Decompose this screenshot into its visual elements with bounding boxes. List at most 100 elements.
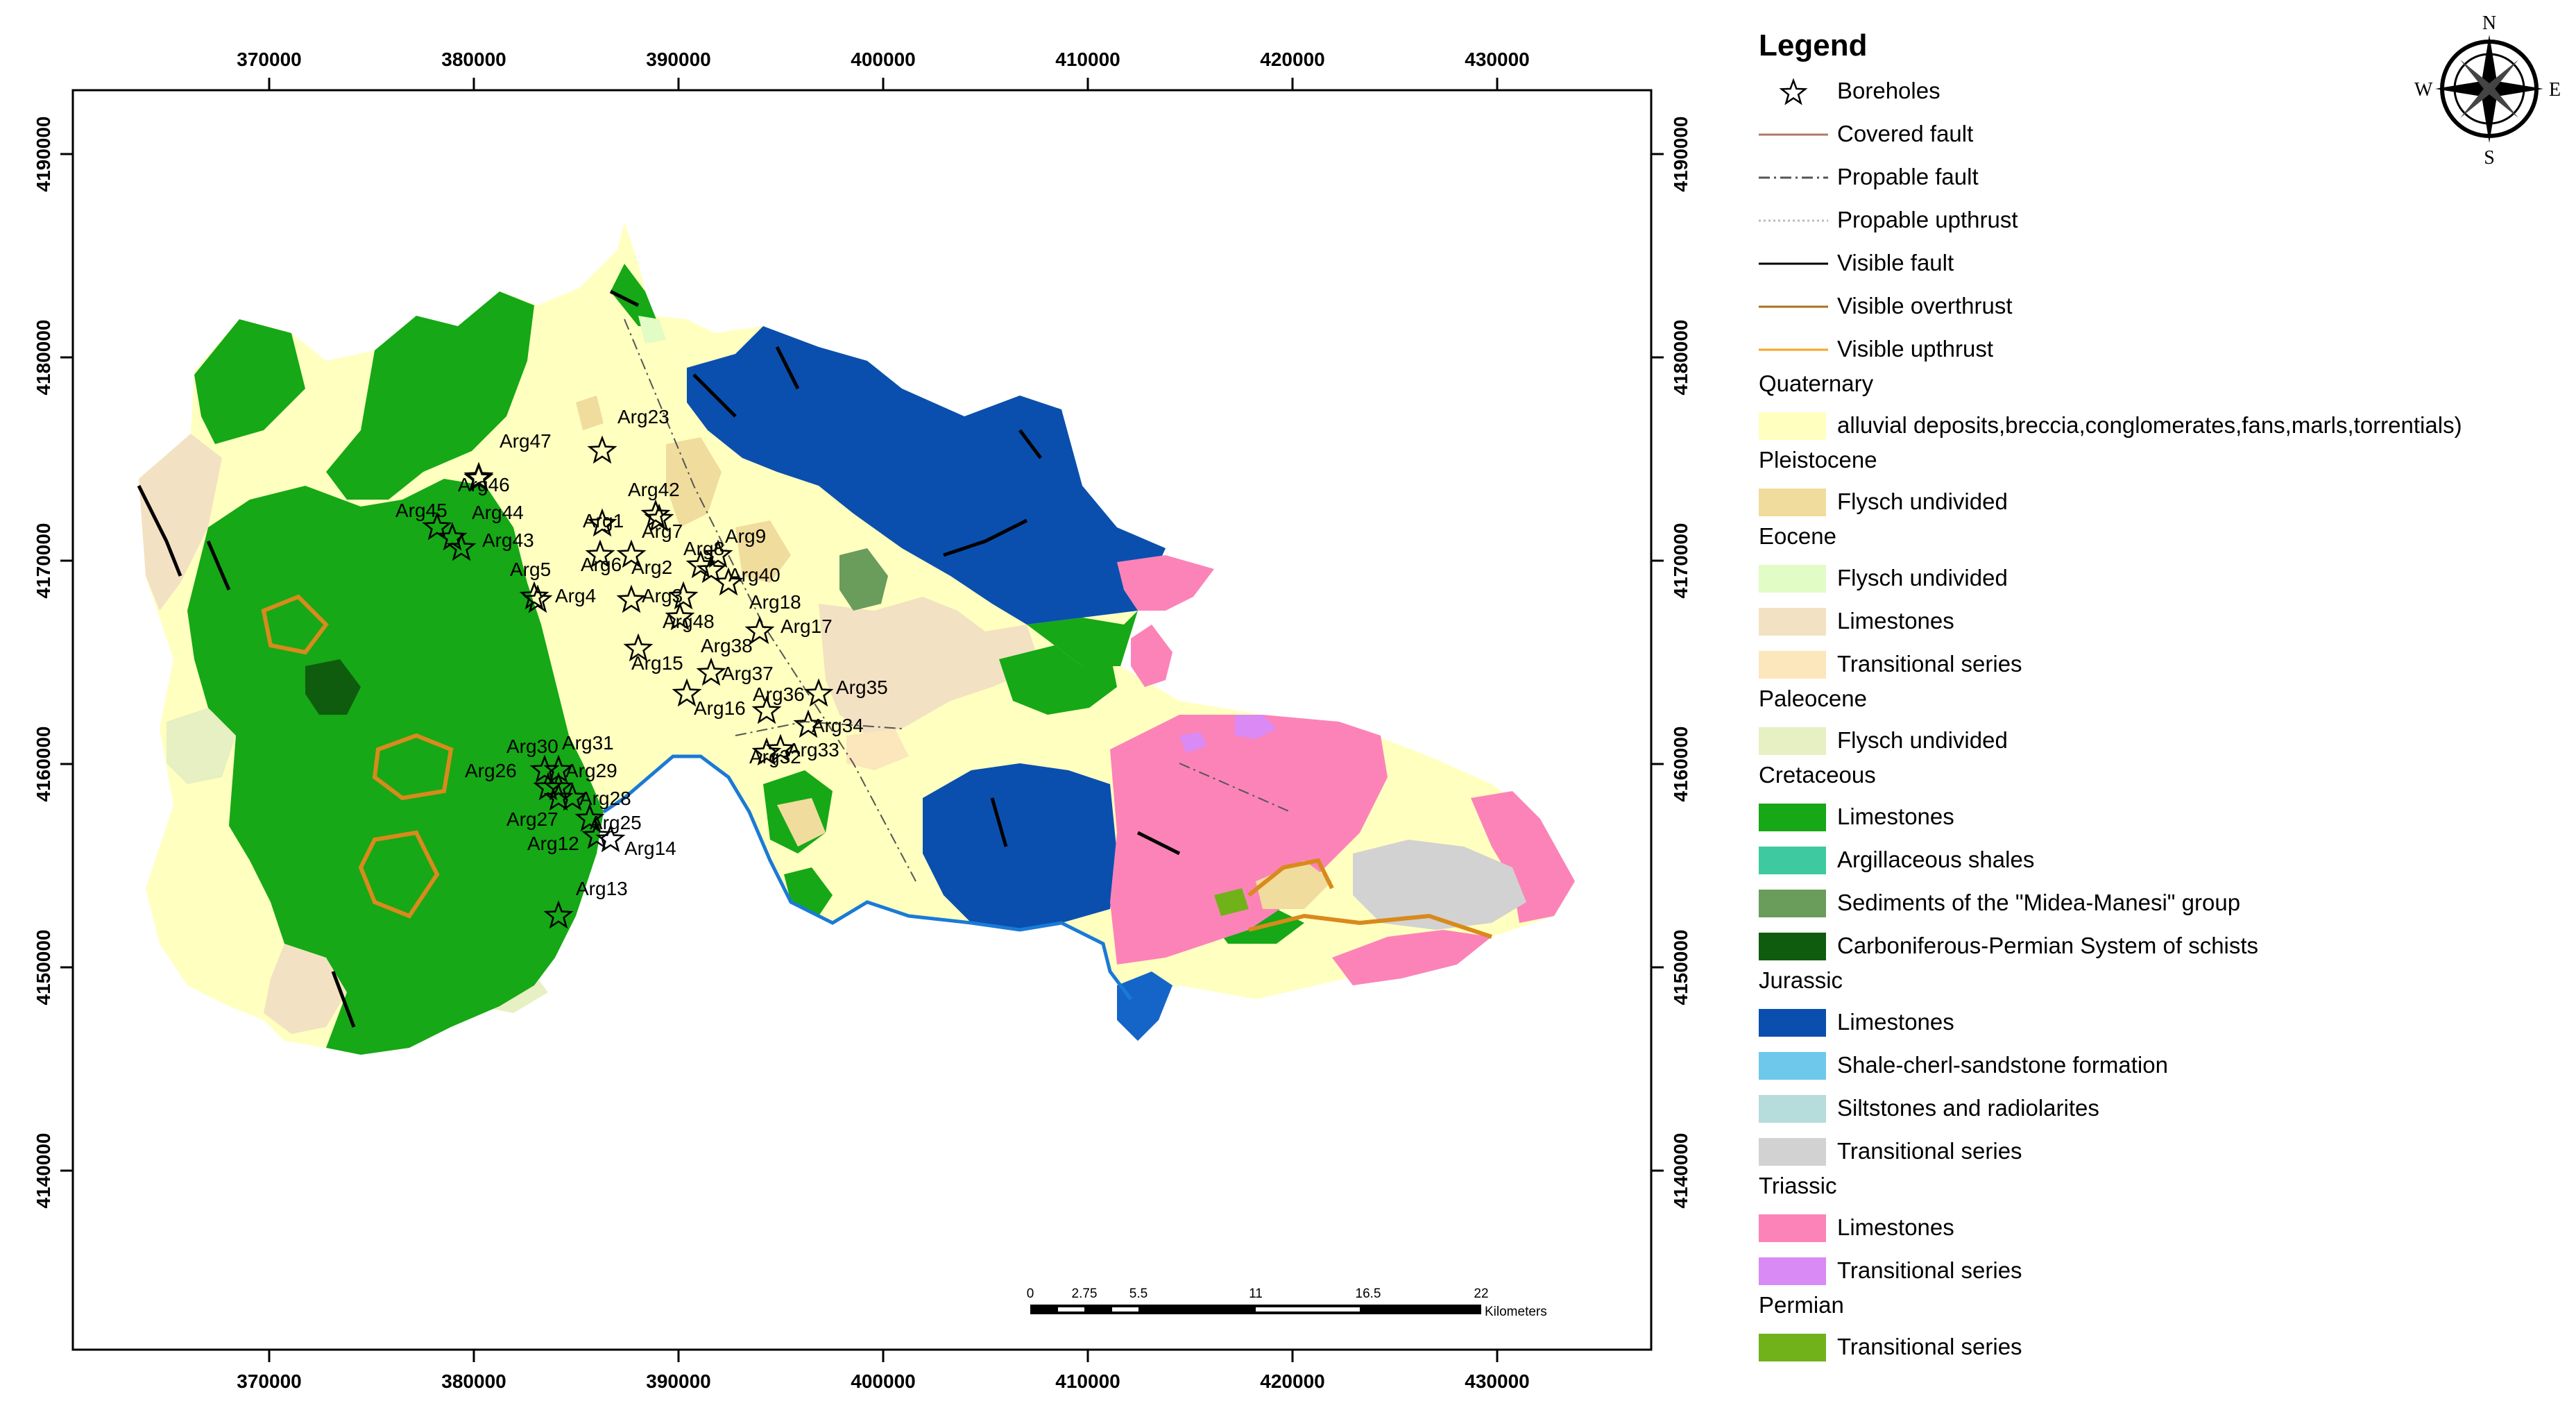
borehole-marker-arg2 — [616, 539, 647, 568]
visible-fault-line — [1136, 831, 1181, 856]
visible-fault-line — [775, 346, 800, 390]
legend-title: Legend — [1759, 28, 1867, 62]
x-tick-label: 400000 — [851, 49, 915, 70]
y-tick-label: 4180000 — [33, 319, 54, 395]
borehole-marker-arg42 — [640, 499, 671, 528]
legend-group-name: Quaternary — [1759, 371, 1874, 396]
legend-color-swatch — [1759, 489, 1826, 516]
axis-ticks — [60, 78, 1664, 1362]
legend-item-label: Flysch undivided — [1837, 565, 2008, 591]
borehole-marker-arg23 — [587, 435, 617, 464]
legend-item-label: Transitional series — [1837, 1334, 2022, 1359]
x-tick-label: 420000 — [1260, 49, 1324, 70]
triassic-transitional-series-2 — [1179, 732, 1207, 753]
borehole-marker-arg4 — [522, 584, 553, 613]
borehole-label-arg48: Arg48 — [663, 611, 715, 632]
visible-overthrust-line — [1247, 858, 1334, 897]
probable-faults — [624, 319, 1291, 882]
compass-rose: N S E W — [2414, 12, 2561, 169]
scale-label: 5.5 — [1129, 1287, 1148, 1301]
borehole-marker-arg9 — [703, 539, 733, 568]
legend-symbol-label: Boreholes — [1837, 78, 1940, 103]
y-tick-label: 4160000 — [33, 726, 54, 801]
borehole-label-arg35: Arg35 — [836, 677, 888, 698]
legend-item-label: Sediments of the "Midea-Manesi" group — [1837, 890, 2240, 915]
y-tick-label: 4140000 — [33, 1132, 54, 1208]
scale-label: 2.75 — [1072, 1287, 1098, 1301]
legend-color-swatch — [1759, 608, 1826, 636]
visible-overthrust-line — [1248, 913, 1492, 939]
compass-needle-diag — [2460, 89, 2489, 118]
scale-label: 22 — [1474, 1287, 1488, 1301]
scale-unit: Kilometers — [1485, 1305, 1547, 1319]
borehole-label-arg8: Arg8 — [683, 538, 724, 559]
legend: Legend Boreholes Covered fault Propable fa… — [1759, 28, 2462, 1361]
permian-transitional-series — [1214, 888, 1249, 916]
borehole-marker-arg17 — [744, 616, 775, 645]
borehole-marker-arg43 — [446, 532, 477, 561]
borehole-label-arg26: Arg26 — [465, 760, 517, 781]
borehole-label-arg34: Arg34 — [812, 715, 864, 736]
legend-symbol-label: Visible fault — [1837, 250, 1954, 275]
eocene-limestones-west — [139, 434, 222, 611]
borehole-label-arg4: Arg4 — [555, 585, 596, 606]
legend-symbol-label: Propable upthrust — [1837, 207, 2018, 232]
x-axis-bottom: 370000 380000 390000 400000 410000 42000… — [237, 1370, 1529, 1392]
legend-color-swatch — [1759, 1052, 1826, 1080]
scale-label: 16.5 — [1356, 1287, 1381, 1301]
midea-manesi-sediments — [839, 548, 888, 611]
jurassic-limestones-northeast — [687, 326, 1166, 625]
cretaceous-limestones-northwest — [326, 291, 534, 500]
legend-color-swatch — [1759, 565, 1826, 593]
borehole-label-arg13: Arg13 — [576, 878, 628, 899]
borehole-marker-arg35 — [803, 678, 834, 707]
cretaceous-limestones-north — [611, 264, 659, 326]
visible-faults — [137, 289, 1181, 1028]
compass-needle-ns — [2482, 35, 2497, 89]
scale-label: 0 — [1027, 1287, 1034, 1301]
visible-fault-line — [692, 373, 737, 418]
borehole-marker-arg34 — [793, 709, 824, 738]
legend-item-label: Limestones — [1837, 1214, 1954, 1240]
borehole-marker-arg27 — [543, 782, 574, 811]
borehole-label-arg28: Arg28 — [579, 788, 631, 809]
borehole-label-arg45: Arg45 — [395, 500, 447, 521]
triassic-limestones-north — [1117, 555, 1214, 611]
legend-color-swatch — [1759, 1334, 1826, 1361]
visible-fault-line — [990, 797, 1008, 847]
borehole-marker-arg16 — [672, 678, 702, 707]
x-tick-label: 430000 — [1465, 49, 1529, 70]
visible-overthrust-line — [261, 594, 329, 655]
borehole-marker-arg6 — [585, 539, 615, 568]
legend-symbol-label: Visible upthrust — [1837, 336, 1993, 362]
borehole-label-arg30: Arg30 — [506, 736, 558, 757]
legend-item-label: Carboniferous-Permian System of schists — [1837, 933, 2258, 958]
borehole-marker-arg15 — [623, 633, 654, 662]
borehole-marker-arg14 — [595, 824, 626, 853]
legend-item-label: Transitional series — [1837, 651, 2022, 677]
x-tick-label: 410000 — [1055, 49, 1120, 70]
x-axis-top: 370000 380000 390000 400000 410000 42000… — [237, 49, 1529, 70]
x-tick-label: 380000 — [441, 1370, 506, 1392]
borehole-label-arg42: Arg42 — [628, 479, 680, 500]
legend-color-swatch — [1759, 1214, 1826, 1242]
eocene-transitional — [846, 729, 909, 770]
carboniferous-permian-schists — [305, 659, 361, 715]
legend-item-label: Flysch undivided — [1837, 489, 2008, 514]
visible-fault-line — [1018, 429, 1042, 459]
borehole-marker-arg12 — [581, 820, 612, 849]
legend-color-swatch — [1759, 1095, 1826, 1123]
borehole-label-arg7: Arg7 — [642, 520, 683, 542]
legend-item-label: Flysch undivided — [1837, 727, 2008, 753]
legend-group-name: Paleocene — [1759, 686, 1867, 711]
y-tick-label: 4190000 — [33, 116, 54, 192]
borehole-label-arg29: Arg29 — [565, 760, 617, 781]
borehole-label-arg25: Arg25 — [590, 812, 642, 833]
borehole-label-arg12: Arg12 — [527, 833, 579, 854]
legend-item-label: Limestones — [1837, 1009, 1954, 1035]
borehole-label-arg36: Arg36 — [753, 684, 805, 705]
triassic-limestones-main — [1110, 715, 1388, 965]
borehole-label-arg16: Arg16 — [694, 697, 746, 719]
borehole-marker-arg45 — [422, 511, 452, 541]
